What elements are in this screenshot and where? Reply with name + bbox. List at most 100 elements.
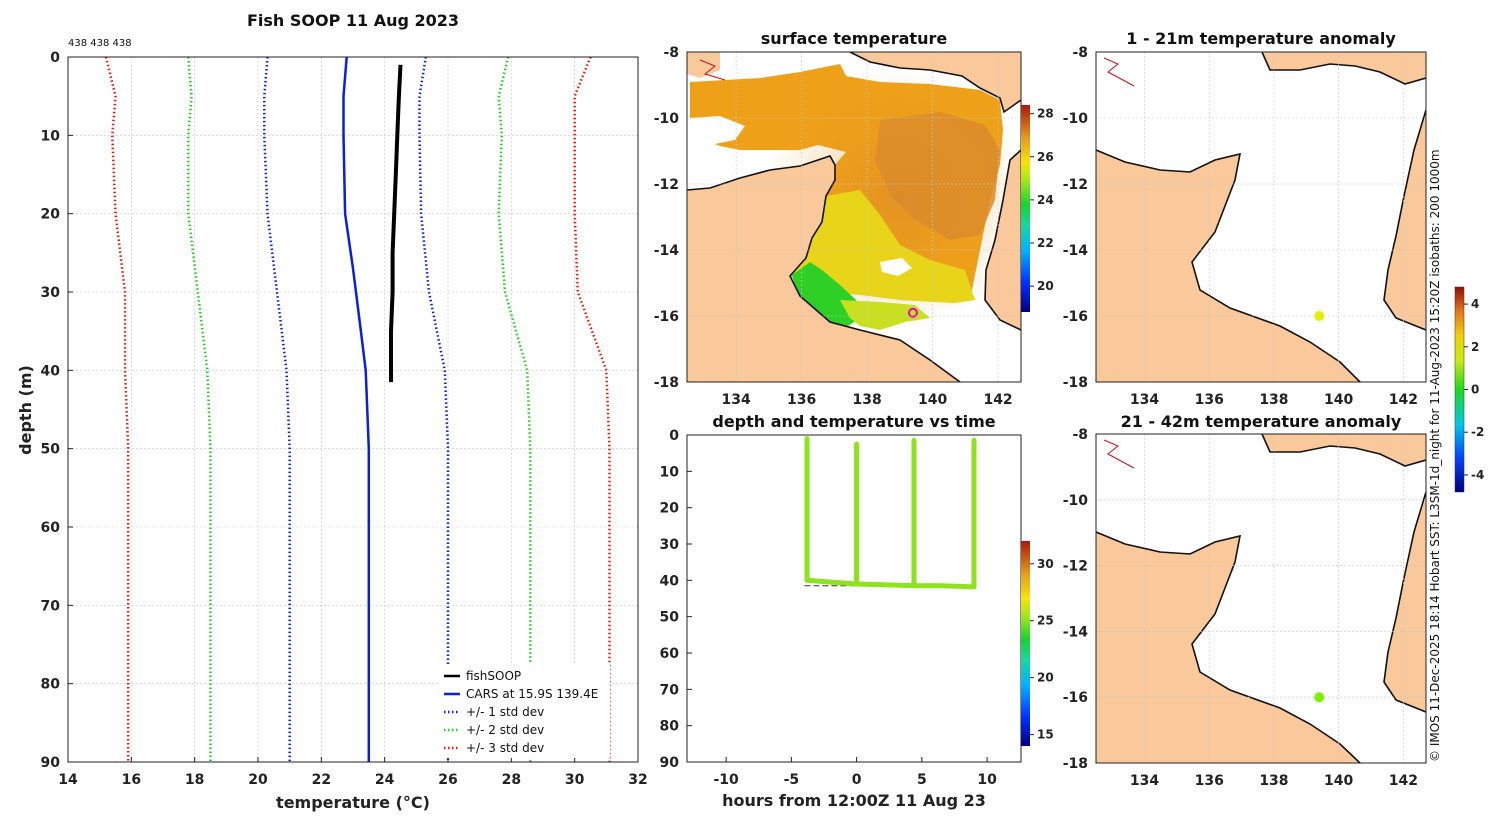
- profile-count-labels: 438 438 438: [68, 38, 132, 49]
- timeseries-colorbar-tick-label: 30: [1037, 557, 1054, 571]
- anomaly2-lon-label: 142: [1389, 773, 1418, 789]
- sst-colorbar-tick-label: 24: [1037, 193, 1054, 207]
- sst-land-east: [985, 150, 1021, 330]
- profile-ytick-label: 30: [41, 285, 61, 301]
- legend-entry-label: +/- 1 std dev: [466, 705, 544, 719]
- anomaly2-land-east: [1384, 492, 1426, 712]
- sst-lon-label: 138: [852, 392, 881, 408]
- profile-series-line-4: [104, 56, 130, 762]
- timeseries-xtick-label: 10: [977, 772, 997, 788]
- legend-entry-label: CARS at 15.9S 139.4E: [466, 687, 598, 701]
- timeseries-ytick-label: 10: [660, 464, 680, 480]
- anomaly1-lat-label: -12: [1063, 177, 1088, 193]
- anomaly-colorbar: [1454, 286, 1465, 493]
- profile-series-line-4-upper: [573, 56, 611, 762]
- profile-series-line-0: [389, 64, 403, 383]
- timeseries-frame: [686, 434, 1022, 763]
- anomaly2-frame: [1095, 433, 1427, 764]
- anomaly1-frame: [1095, 51, 1427, 383]
- profile-ytick-label: 40: [41, 363, 61, 379]
- profile-panel: Fish SOOP 11 Aug 2023 438 438 438 14 16 18…: [16, 11, 648, 812]
- legend-entry-label: +/- 2 std dev: [466, 723, 544, 737]
- timeseries-ytick-label: 90: [660, 755, 680, 771]
- sst-lon-label: 136: [787, 392, 816, 408]
- anomaly1-lat-label: -14: [1063, 243, 1089, 259]
- anomaly-colorbar-tick-label: -4: [1471, 468, 1484, 482]
- sst-cloud-patch-2: [880, 258, 912, 276]
- sst-lon-label: 140: [918, 392, 947, 408]
- timeseries-xtick-label: -5: [784, 772, 800, 788]
- anomaly1-lon-label: 142: [1389, 392, 1418, 408]
- timeseries-xtick-label: -10: [713, 772, 739, 788]
- anomaly1-data-point: [1314, 311, 1325, 321]
- credit-text: © IMOS 11-Dec-2025 18:14 Hobart SST: L3S…: [1428, 149, 1442, 762]
- profile-series-line-1: [342, 56, 371, 762]
- legend-entry-label: +/- 3 std dev: [466, 741, 544, 755]
- timeseries-ticks: -10 -5 0 5 10 0 10 20 30 40 50 60 70 80 90: [660, 428, 998, 788]
- profile-series-line-3-upper: [497, 56, 532, 762]
- anomaly2-land-west: [1096, 532, 1360, 763]
- anomaly1-lon-label: 136: [1195, 392, 1224, 408]
- sst-colorbar-tick-label: 26: [1037, 150, 1054, 164]
- timeseries-title: depth and temperature vs time: [712, 412, 995, 431]
- anomaly2-lat-label: -18: [1063, 756, 1088, 772]
- profile-xtick-label: 28: [502, 772, 521, 788]
- profile-series: [104, 56, 611, 762]
- anomaly2-lon-label: 136: [1195, 773, 1224, 789]
- anomaly1-map-content: [1096, 52, 1426, 382]
- anomaly1-lat-label: -16: [1063, 309, 1088, 325]
- profile-frame: [67, 56, 639, 763]
- profile-ticks: 14 16 18 20 22 24 26 28 30 32 0 10 20 30 40 50 60 70 80 90: [41, 50, 648, 788]
- sst-lat-label: -16: [654, 309, 679, 325]
- timeseries-ytick-label: 80: [660, 719, 680, 735]
- timeseries-track: [804, 436, 977, 590]
- sst-field-yellowgreen: [840, 300, 930, 330]
- timeseries-colorbar-tick-label: 15: [1037, 728, 1054, 742]
- sst-colorbar-ticks: 20 22 24 26 28: [1030, 107, 1054, 293]
- profile-xlabel: temperature (°C): [276, 793, 430, 812]
- anomaly-map-2-panel: 21 - 42m temperature anomaly 134 136 138 14…: [1063, 412, 1427, 789]
- profile-ylabel: depth (m): [16, 365, 35, 455]
- timeseries-data: [804, 436, 977, 590]
- timeseries-colorbar-tick-label: 25: [1037, 614, 1054, 628]
- legend-box: [438, 664, 610, 758]
- anomaly-colorbar-tick-label: 0: [1471, 383, 1479, 397]
- profile-xtick-label: 32: [628, 772, 647, 788]
- anomaly-colorbar-tick-label: 2: [1471, 340, 1479, 354]
- profile-series-line-3: [187, 56, 212, 762]
- sst-lon-label: 142: [983, 392, 1012, 408]
- sst-cloud-patch: [690, 116, 745, 146]
- sst-colorbar-tick-label: 22: [1037, 236, 1054, 250]
- profile-series-line-2-upper: [418, 56, 450, 762]
- timeseries-ytick-label: 40: [660, 573, 680, 589]
- profile-grid: [67, 56, 639, 763]
- legend-entry-label: fishSOOP: [466, 669, 521, 683]
- anomaly2-data-point: [1314, 692, 1325, 703]
- timeseries-ytick-label: 20: [660, 501, 680, 517]
- profile-xtick-label: 30: [565, 772, 585, 788]
- anomaly1-land-east: [1384, 110, 1426, 330]
- anomaly1-title: 1 - 21m temperature anomaly: [1126, 29, 1396, 48]
- sst-lon-label: 134: [722, 392, 751, 408]
- timeseries-ytick-label: 0: [669, 428, 679, 444]
- profile-xtick-label: 24: [375, 772, 395, 788]
- profile-series-line-2: [263, 56, 291, 762]
- anomaly2-land-north: [1262, 434, 1426, 466]
- sst-lat-label: -10: [654, 111, 680, 127]
- anomaly-colorbar-tick-label: -2: [1471, 425, 1484, 439]
- sst-map-panel: surface temperature 134 136: [654, 29, 1054, 408]
- timeseries-xtick-label: 0: [852, 772, 862, 788]
- anomaly1-lat-label: -8: [1072, 45, 1088, 61]
- sst-coastline-north: [849, 52, 1021, 114]
- anomaly1-land-west: [1096, 150, 1360, 382]
- profile-xtick-label: 26: [438, 772, 457, 788]
- profile-xtick-label: 16: [122, 772, 141, 788]
- timeseries-colorbar-ticks: 15 20 25 30: [1030, 557, 1054, 742]
- profile-title: Fish SOOP 11 Aug 2023: [247, 11, 459, 30]
- anomaly2-ticks: 134 136 138 140 142 -8 -10 -12 -14 -16 -18: [1063, 427, 1418, 789]
- anomaly-map-1-panel: 1 - 21m temperature anomaly 134 136 138 140…: [1063, 29, 1427, 408]
- profile-ytick-label: 50: [41, 442, 61, 458]
- sst-grid: [687, 51, 1021, 383]
- anomaly2-title: 21 - 42m temperature anomaly: [1121, 412, 1402, 431]
